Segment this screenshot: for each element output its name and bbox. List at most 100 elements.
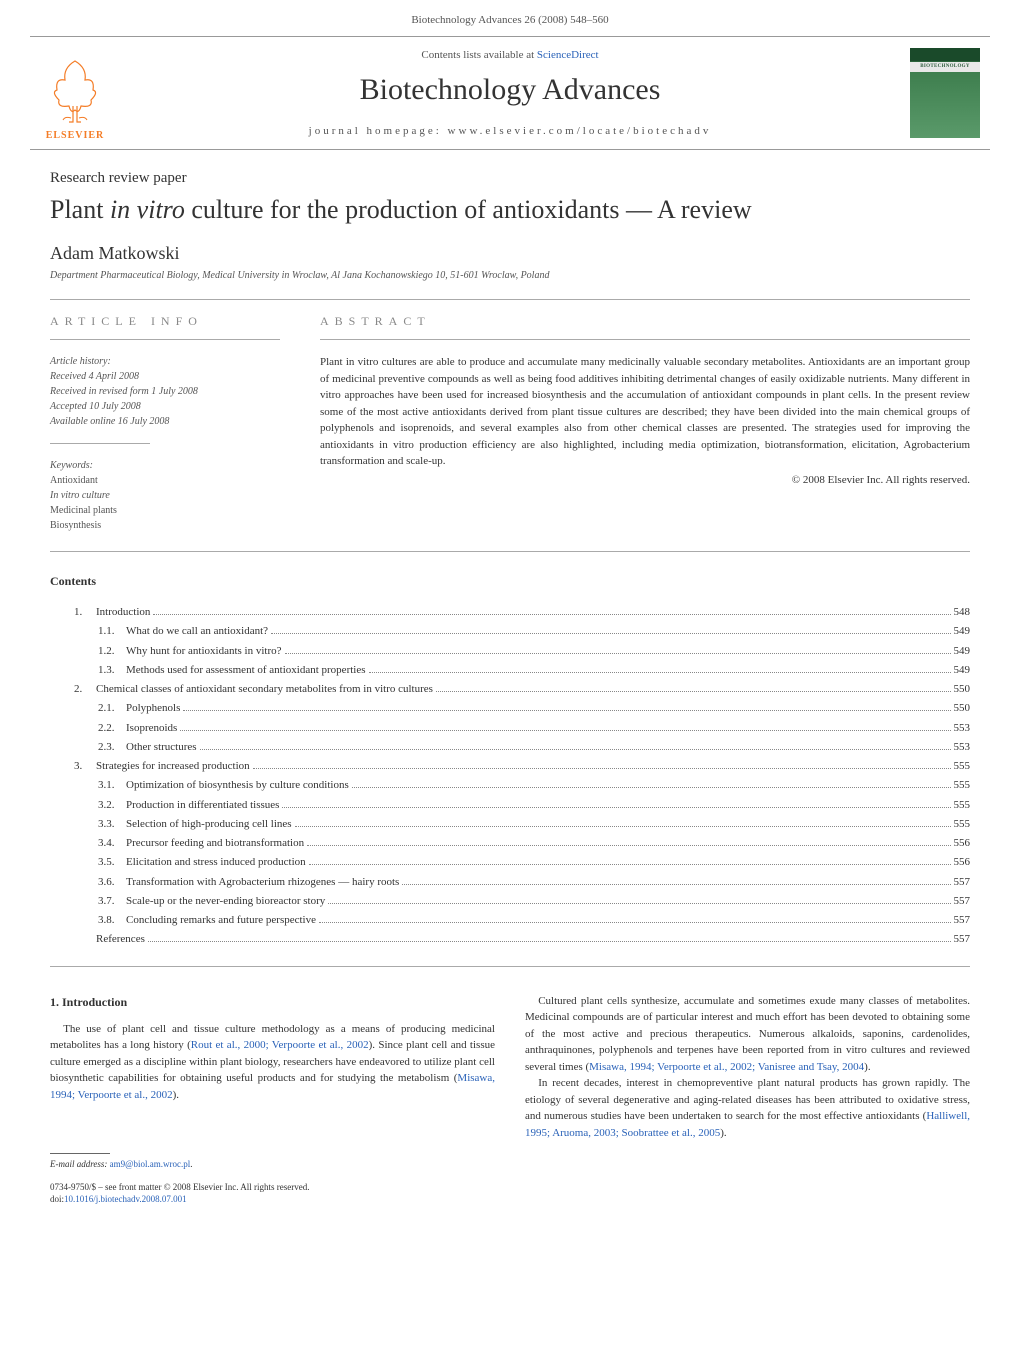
toc-row: 3.7.Scale-up or the never-ending bioreac… <box>50 892 970 911</box>
toc-leader-dots <box>148 941 951 942</box>
toc-row: 3.5.Elicitation and stress induced produ… <box>50 853 970 872</box>
toc-page: 553 <box>954 719 971 738</box>
toc-leader-dots <box>369 672 951 673</box>
correspondence-email: E-mail address: am9@biol.am.wroc.pl. <box>50 1158 495 1171</box>
toc-leader-dots <box>200 749 951 750</box>
toc-number: 2. <box>74 680 96 699</box>
toc-page: 549 <box>954 642 971 661</box>
journal-cover-image: BIOTECHNOLOGY <box>910 48 980 138</box>
toc-leader-dots <box>285 653 951 654</box>
toc-number: 1. <box>74 603 96 622</box>
toc-leader-dots <box>183 710 950 711</box>
toc-page: 557 <box>954 930 971 949</box>
article-type: Research review paper <box>50 170 970 187</box>
journal-masthead: ELSEVIER Contents lists available at Sci… <box>30 36 990 150</box>
text-run: ). <box>720 1127 726 1139</box>
toc-number: 3.3. <box>98 815 126 834</box>
sciencedirect-link[interactable]: ScienceDirect <box>537 49 599 61</box>
toc-page: 555 <box>954 796 971 815</box>
toc-row: 1.2.Why hunt for antioxidants in vitro?5… <box>50 642 970 661</box>
toc-number: 2.2. <box>98 719 126 738</box>
toc-label: Introduction <box>96 603 150 622</box>
toc-leader-dots <box>436 691 951 692</box>
article-meta-row: ARTICLE INFO Article history: Received 4… <box>50 314 970 533</box>
table-of-contents: 1.Introduction5481.1.What do we call an … <box>50 603 970 950</box>
toc-label: Strategies for increased production <box>96 757 250 776</box>
toc-page: 553 <box>954 738 971 757</box>
footnote-block: E-mail address: am9@biol.am.wroc.pl. 073… <box>50 1153 495 1206</box>
price-line: 0734-9750/$ – see front matter © 2008 El… <box>50 1181 495 1194</box>
doi-line: doi:10.1016/j.biotechadv.2008.07.001 <box>50 1193 495 1206</box>
toc-number: 2.1. <box>98 699 126 718</box>
toc-label: Concluding remarks and future perspectiv… <box>126 911 316 930</box>
toc-row: 2.Chemical classes of antioxidant second… <box>50 680 970 699</box>
text-run: ). <box>864 1061 870 1073</box>
toc-label: Methods used for assessment of antioxida… <box>126 661 366 680</box>
toc-page: 555 <box>954 757 971 776</box>
toc-page: 557 <box>954 892 971 911</box>
article-body: Research review paper Plant in vitro cul… <box>0 170 1020 1206</box>
abstract-column: ABSTRACT Plant in vitro cultures are abl… <box>320 314 970 533</box>
toc-number: 1.1. <box>98 622 126 641</box>
toc-leader-dots <box>295 826 951 827</box>
toc-row: 3.8.Concluding remarks and future perspe… <box>50 911 970 930</box>
publisher-logo-block: ELSEVIER <box>30 37 120 149</box>
toc-page: 550 <box>954 680 971 699</box>
citation-link[interactable]: Rout et al., 2000; Verpoorte et al., 200… <box>191 1039 369 1051</box>
toc-number: 1.2. <box>98 642 126 661</box>
citation-link[interactable]: Misawa, 1994; Verpoorte et al., 2002; Va… <box>589 1061 864 1073</box>
toc-page: 555 <box>954 815 971 834</box>
toc-page: 556 <box>954 853 971 872</box>
keyword: Antioxidant <box>50 473 280 488</box>
toc-label: References <box>96 930 145 949</box>
toc-label: Isoprenoids <box>126 719 177 738</box>
keyword: Medicinal plants <box>50 503 280 518</box>
journal-center: Contents lists available at ScienceDirec… <box>120 37 900 149</box>
toc-number: 3.1. <box>98 776 126 795</box>
toc-number: 1.3. <box>98 661 126 680</box>
toc-number: 2.3. <box>98 738 126 757</box>
contents-prefix: Contents lists available at <box>421 49 536 61</box>
divider <box>320 339 970 340</box>
toc-leader-dots <box>153 614 950 615</box>
toc-label: Optimization of biosynthesis by culture … <box>126 776 349 795</box>
toc-row: 2.2.Isoprenoids 553 <box>50 719 970 738</box>
cover-band-label: BIOTECHNOLOGY <box>910 62 980 72</box>
toc-page: 549 <box>954 622 971 641</box>
footnote-divider <box>50 1153 110 1154</box>
toc-label: Precursor feeding and biotransformation <box>126 834 304 853</box>
keywords-title: Keywords: <box>50 458 280 473</box>
divider <box>50 966 970 967</box>
toc-label: Polyphenols <box>126 699 180 718</box>
abstract-heading: ABSTRACT <box>320 314 970 329</box>
toc-row: 1.Introduction548 <box>50 603 970 622</box>
abstract-copyright: © 2008 Elsevier Inc. All rights reserved… <box>320 474 970 486</box>
text-run: In recent decades, interest in chemoprev… <box>525 1077 970 1122</box>
doi-link[interactable]: 10.1016/j.biotechadv.2008.07.001 <box>64 1194 187 1204</box>
right-column: Cultured plant cells synthesize, accumul… <box>525 993 970 1206</box>
contents-available: Contents lists available at ScienceDirec… <box>130 49 890 61</box>
history-accepted: Accepted 10 July 2008 <box>50 399 280 414</box>
toc-label: Scale-up or the never-ending bioreactor … <box>126 892 325 911</box>
toc-leader-dots <box>309 864 951 865</box>
toc-row: 3.1.Optimization of biosynthesis by cult… <box>50 776 970 795</box>
toc-number: 3. <box>74 757 96 776</box>
toc-row: 1.3.Methods used for assessment of antio… <box>50 661 970 680</box>
article-history: Article history: Received 4 April 2008 R… <box>50 354 280 429</box>
toc-number: 3.7. <box>98 892 126 911</box>
email-link[interactable]: am9@biol.am.wroc.pl <box>110 1159 191 1169</box>
toc-row: 1.1.What do we call an antioxidant? 549 <box>50 622 970 641</box>
keyword: In vitro culture <box>50 488 280 503</box>
toc-row: 3.6.Transformation with Agrobacterium rh… <box>50 873 970 892</box>
toc-label: What do we call an antioxidant? <box>126 622 268 641</box>
article-info-column: ARTICLE INFO Article history: Received 4… <box>50 314 280 533</box>
text-run: ). <box>173 1089 179 1101</box>
author-affiliation: Department Pharmaceutical Biology, Medic… <box>50 270 970 281</box>
toc-row: 3.2.Production in differentiated tissues… <box>50 796 970 815</box>
toc-leader-dots <box>253 768 951 769</box>
toc-page: 550 <box>954 699 971 718</box>
toc-number: 3.4. <box>98 834 126 853</box>
journal-title: Biotechnology Advances <box>130 73 890 107</box>
toc-row: 2.1.Polyphenols 550 <box>50 699 970 718</box>
toc-page: 557 <box>954 873 971 892</box>
